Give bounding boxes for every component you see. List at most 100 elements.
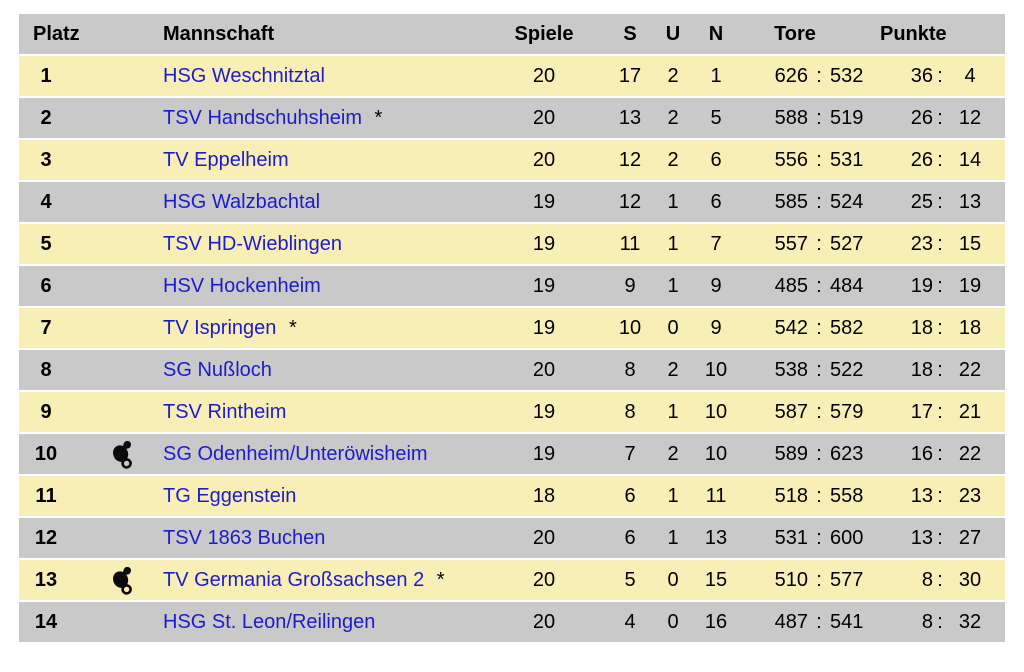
losses-cell: 7 (694, 224, 738, 264)
goals-colon: : (816, 484, 822, 507)
draws-cell: 0 (652, 560, 694, 600)
team-cell: TV Germania Großsachsen 2 * (161, 560, 506, 600)
table-row: 13 TV Germania Großsachsen 2 * 20 5 0 15… (19, 560, 1005, 600)
rank-cell: 9 (19, 392, 93, 432)
goals-colon: : (816, 148, 822, 171)
goals-colon: : (816, 442, 822, 465)
team-name-link[interactable]: TV Germania Großsachsen 2 (163, 568, 425, 591)
games-played-cell: 19 (506, 392, 608, 432)
team-name-link[interactable]: TSV HD-Wieblingen (163, 232, 342, 255)
team-cell: HSG Weschnitztal (161, 56, 506, 96)
losses-cell: 9 (694, 266, 738, 306)
points-plus: 23 (910, 232, 933, 255)
goals-against: 600 (830, 526, 864, 549)
rank-cell: 10 (19, 434, 93, 474)
rank-cell: 4 (19, 182, 93, 222)
penalty-cell (93, 392, 161, 432)
goals-for: 487 (774, 610, 808, 633)
team-cell: TSV Rintheim (161, 392, 506, 432)
wins-cell: 5 (608, 560, 652, 600)
points-colon: : (937, 232, 943, 255)
points-plus: 26 (910, 106, 933, 129)
table-row: 9 TSV Rintheim 19 8 1 10 587 : 579 17 : … (19, 392, 1005, 432)
points-colon: : (937, 148, 943, 171)
column-header-platz: Platz (19, 14, 93, 54)
goals-against: 484 (830, 274, 864, 297)
team-name-link[interactable]: HSV Hockenheim (163, 274, 321, 297)
games-played-cell: 18 (506, 476, 608, 516)
goals-against: 519 (830, 106, 864, 129)
table-row: 3 TV Eppelheim 20 12 2 6 556 : 531 26 : … (19, 140, 1005, 180)
points-cell: 36 : 4 (880, 56, 1005, 96)
points-minus: 21 (958, 400, 982, 423)
team-name-link[interactable]: TV Ispringen (163, 316, 277, 339)
table-row: 8 SG Nußloch 20 8 2 10 538 : 522 18 : 22 (19, 350, 1005, 390)
points-cell: 23 : 15 (880, 224, 1005, 264)
team-penalty-asterisk: * (374, 106, 383, 129)
draws-cell: 0 (652, 308, 694, 348)
wins-cell: 17 (608, 56, 652, 96)
points-cell: 18 : 22 (880, 350, 1005, 390)
games-played-cell: 19 (506, 224, 608, 264)
table-row: 12 TSV 1863 Buchen 20 6 1 13 531 : 600 1… (19, 518, 1005, 558)
column-header-tore: Tore (738, 14, 880, 54)
team-name-link[interactable]: TG Eggenstein (163, 484, 297, 507)
goals-against: 623 (830, 442, 864, 465)
goals-against: 531 (830, 148, 864, 171)
table-row: 14 HSG St. Leon/Reilingen 20 4 0 16 487 … (19, 602, 1005, 642)
team-name-link[interactable]: TSV 1863 Buchen (163, 526, 326, 549)
losses-cell: 11 (694, 476, 738, 516)
wins-cell: 12 (608, 140, 652, 180)
team-name-link[interactable]: HSG St. Leon/Reilingen (163, 610, 376, 633)
penalty-cell (93, 266, 161, 306)
points-cell: 18 : 18 (880, 308, 1005, 348)
points-plus: 26 (910, 148, 933, 171)
team-name-link[interactable]: TV Eppelheim (163, 148, 289, 171)
team-name-link[interactable]: TSV Rintheim (163, 400, 287, 423)
wins-cell: 8 (608, 350, 652, 390)
penalty-cell (93, 560, 161, 600)
goals-for: 510 (774, 568, 808, 591)
points-minus: 27 (958, 526, 982, 549)
losses-cell: 10 (694, 392, 738, 432)
points-colon: : (937, 274, 943, 297)
table-header: Platz Mannschaft Spiele S U N Tore Punkt… (19, 14, 1005, 54)
points-plus: 19 (910, 274, 933, 297)
games-played-cell: 20 (506, 350, 608, 390)
team-cell: TV Eppelheim (161, 140, 506, 180)
penalty-cell (93, 518, 161, 558)
whistle-icon (112, 440, 134, 469)
losses-cell: 15 (694, 560, 738, 600)
points-colon: : (937, 526, 943, 549)
team-name-link[interactable]: HSG Walzbachtal (163, 190, 321, 213)
team-cell: TSV HD-Wieblingen (161, 224, 506, 264)
points-cell: 26 : 14 (880, 140, 1005, 180)
points-colon: : (937, 316, 943, 339)
team-name-link[interactable]: HSG Weschnitztal (163, 64, 325, 87)
goals-for: 587 (774, 400, 808, 423)
rank-cell: 1 (19, 56, 93, 96)
team-name-link[interactable]: SG Nußloch (163, 358, 272, 381)
points-colon: : (937, 106, 943, 129)
wins-cell: 6 (608, 518, 652, 558)
goals-cell: 542 : 582 (738, 308, 880, 348)
team-cell: SG Nußloch (161, 350, 506, 390)
points-cell: 26 : 12 (880, 98, 1005, 138)
games-played-cell: 20 (506, 98, 608, 138)
league-standings: Platz Mannschaft Spiele S U N Tore Punkt… (19, 12, 1005, 644)
goals-for: 518 (774, 484, 808, 507)
team-cell: TV Ispringen * (161, 308, 506, 348)
goals-against: 582 (830, 316, 864, 339)
points-minus: 23 (958, 484, 982, 507)
team-name-link[interactable]: SG Odenheim/Unteröwisheim (163, 442, 428, 465)
rank-cell: 7 (19, 308, 93, 348)
rank-cell: 11 (19, 476, 93, 516)
points-colon: : (937, 484, 943, 507)
team-name-link[interactable]: TSV Handschuhsheim (163, 106, 362, 129)
goals-against: 577 (830, 568, 864, 591)
draws-cell: 1 (652, 266, 694, 306)
rank-cell: 3 (19, 140, 93, 180)
goals-for: 542 (774, 316, 808, 339)
rank-cell: 2 (19, 98, 93, 138)
games-played-cell: 19 (506, 308, 608, 348)
